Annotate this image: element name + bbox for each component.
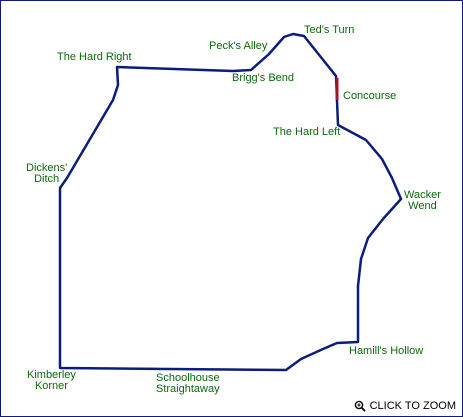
click-to-zoom-button[interactable]: CLICK TO ZOOM: [354, 400, 456, 412]
magnifier-icon: [354, 400, 366, 412]
label-the-hard-left: The Hard Left: [273, 126, 341, 138]
label-the-hard-right: The Hard Right: [57, 51, 132, 63]
label-concourse: Concourse: [343, 90, 397, 102]
track-outline: [58, 32, 403, 372]
label-kimberley-korner: Kimberley Korner: [27, 369, 76, 392]
label-schoolhouse-straightaway: Schoolhouse Straightaway: [156, 372, 220, 395]
label-teds-turn: Ted's Turn: [304, 24, 355, 36]
label-pecks-alley: Peck's Alley: [209, 40, 268, 52]
label-briggs-bend: Brigg's Bend: [232, 72, 295, 84]
label-hamills-hollow: Hamill's Hollow: [349, 345, 424, 357]
label-dickens-ditch: Dickens' Ditch: [26, 162, 68, 185]
zoom-label: CLICK TO ZOOM: [369, 400, 456, 412]
label-wacker-wend: Wacker Wend: [404, 189, 441, 212]
